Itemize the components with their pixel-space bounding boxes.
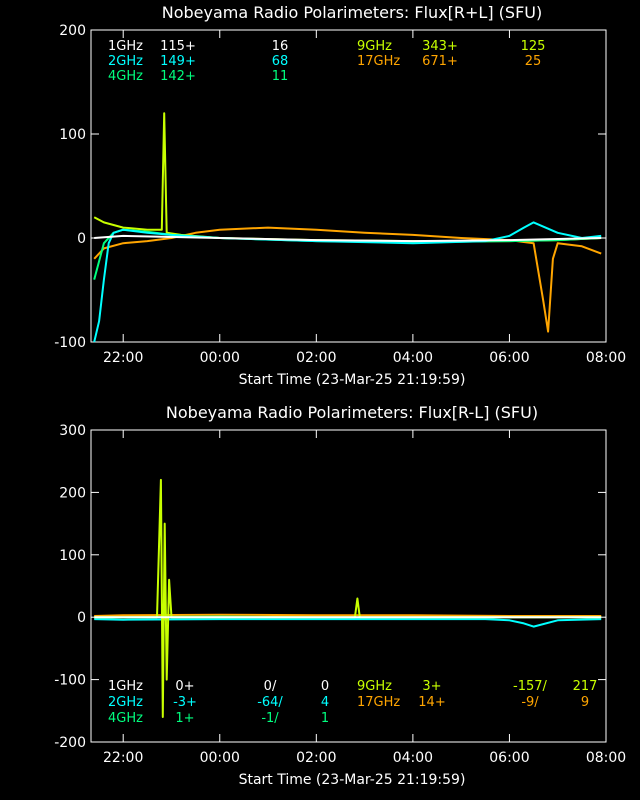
y-tick-label: -200 [54,735,86,751]
legend-value-a: 142+ [160,69,196,84]
x-tick-label: 08:00 [586,350,626,366]
x-tick-label: 04:00 [393,750,433,766]
y-axis: 300 200 100 0 -100 -200 [54,423,606,751]
legend-value-c: 1 [321,711,329,726]
legend: 1GHz 115+ 16 2GHz 149+ 68 4GHz 142+ 11 9GHz 343+ 12… [108,39,545,84]
legend-value-a: 0+ [175,679,194,694]
x-tick-label: 08:00 [586,750,626,766]
plot-frame [90,29,607,343]
y-tick-label: 0 [77,231,86,247]
legend-value-a: 115+ [160,39,196,54]
legend-name: 2GHz [108,54,143,69]
y-tick-label: -100 [54,673,86,689]
legend-value-b: -157/ [513,679,548,694]
series-line-1ghz [94,234,602,243]
legend-value-b: 16 [272,39,289,54]
y-tick-label: 100 [59,127,86,143]
x-tick-label: 06:00 [489,350,529,366]
x-axis-label: Start Time (23-Mar-25 21:19:59) [239,772,466,788]
plot-frame [90,429,607,743]
legend-value-b: 125 [521,39,546,54]
y-tick-label: 300 [59,423,86,439]
y-tick-label: -100 [54,335,86,351]
legend-name: 17GHz [357,54,400,69]
chart-title: Nobeyama Radio Polarimeters: Flux[R+L] (… [162,3,542,22]
legend-value-a: -3+ [173,695,197,710]
chart-title: Nobeyama Radio Polarimeters: Flux[R-L] (… [166,403,538,422]
legend-name: 9GHz [357,679,392,694]
y-tick-label: 0 [77,610,86,626]
legend-name: 17GHz [357,695,400,710]
series-line-17ghz [93,226,602,333]
y-tick-label: 100 [59,548,86,564]
legend: 1GHz 0+ 0/0 2GHz -3+ -64/4 4GHz 1+ -1/1 9GHz 3+ -15… [108,679,597,726]
legend-value-a: 671+ [422,54,458,69]
legend-name: 1GHz [108,39,143,54]
legend-name: 1GHz [108,679,143,694]
legend-value-b: 0/ [264,679,277,694]
y-axis: 200 100 0 -100 [54,23,606,351]
x-tick-label: 02:00 [296,750,336,766]
legend-name: 4GHz [108,711,143,726]
legend-value-a: 343+ [422,39,458,54]
legend-name: 4GHz [108,69,143,84]
legend-value-c: 4 [321,695,329,710]
x-axis: 22:00 00:00 02:00 04:00 06:00 08:00 [103,30,626,366]
series-group [93,112,602,343]
legend-value-b: -9/ [521,695,539,710]
x-tick-label: 00:00 [200,750,240,766]
legend-value-a: 149+ [160,54,196,69]
x-tick-label: 02:00 [296,350,336,366]
x-tick-label: 22:00 [103,350,143,366]
legend-value-a: 14+ [418,695,445,710]
x-axis: 22:00 00:00 02:00 04:00 06:00 08:00 [103,430,626,766]
legend-value-c: 0 [321,679,329,694]
series-line-17ghz [94,613,602,617]
legend-value-b: 11 [272,69,289,84]
x-tick-label: 00:00 [200,350,240,366]
x-axis-label: Start Time (23-Mar-25 21:19:59) [239,372,466,388]
legend-value-b: 68 [272,54,289,69]
y-tick-label: 200 [59,485,86,501]
legend-value-b: -1/ [261,711,279,726]
legend-value-a: 3+ [422,679,441,694]
x-tick-label: 06:00 [489,750,529,766]
series-group [94,478,602,718]
x-tick-label: 22:00 [103,750,143,766]
legend-value-a: 1+ [175,711,194,726]
y-tick-label: 200 [59,23,86,39]
legend-value-c: 9 [581,695,589,710]
legend-value-c: 217 [573,679,598,694]
series-line-2ghz [94,618,602,628]
x-tick-label: 04:00 [393,350,433,366]
chart-top: Nobeyama Radio Polarimeters: Flux[R+L] (… [54,3,626,388]
legend-name: 2GHz [108,695,143,710]
legend-name: 9GHz [357,39,392,54]
legend-value-b: -64/ [257,695,283,710]
legend-value-b: 25 [525,54,542,69]
chart-bottom: Nobeyama Radio Polarimeters: Flux[R-L] (… [54,403,626,788]
